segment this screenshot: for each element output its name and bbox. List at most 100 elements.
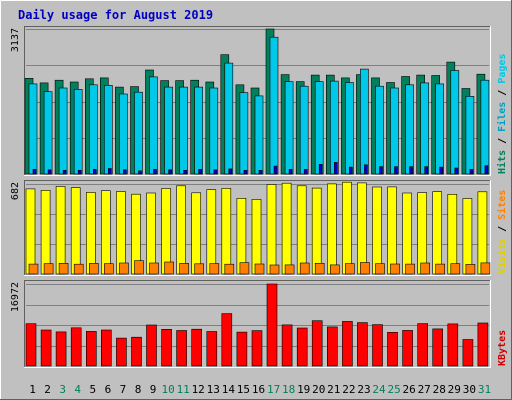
- bar-kbytes-day-19: [296, 327, 308, 367]
- x-tick-day-8: 8: [135, 383, 142, 396]
- legend-entry: /: [497, 220, 508, 238]
- bar-pages-day-1: [32, 169, 37, 175]
- bar-kbytes-day-18: [281, 324, 293, 367]
- bar-kbytes-day-24: [372, 324, 383, 367]
- bar-kbytes-day-3: [55, 331, 67, 367]
- bar-visits-day-9: [146, 192, 156, 275]
- bar-files-day-9: [149, 76, 158, 175]
- bar-files-day-29: [450, 70, 460, 175]
- bar-visits-day-4: [70, 187, 81, 275]
- bar-kbytes-day-1: [25, 323, 37, 367]
- bar-kbytes-day-12: [191, 328, 202, 367]
- bar-files-day-11: [179, 86, 188, 175]
- bar-visits-day-27: [417, 192, 428, 275]
- legend-entry: /: [497, 84, 508, 102]
- bar-sites-day-18: [284, 264, 295, 275]
- x-tick-day-29: 29: [448, 383, 461, 396]
- bar-files-day-28: [435, 83, 445, 175]
- bar-visits-day-11: [176, 185, 186, 275]
- bar-sites-day-27: [420, 262, 431, 275]
- bar-visits-day-19: [296, 185, 307, 275]
- bar-files-day-16: [254, 95, 264, 175]
- bar-visits-day-31: [477, 191, 488, 275]
- bar-visits-day-28: [432, 191, 443, 275]
- bar-kbytes-day-7: [116, 337, 127, 367]
- bar-pages-day-11: [183, 170, 187, 175]
- bar-visits-day-21: [326, 183, 337, 275]
- x-tick-day-17: 17: [267, 383, 280, 396]
- x-tick-day-2: 2: [44, 383, 51, 396]
- bar-sites-day-14: [224, 263, 235, 275]
- x-tick-day-19: 19: [297, 383, 310, 396]
- bar-visits-day-2: [40, 190, 51, 275]
- bar-files-day-6: [104, 85, 113, 175]
- legend-entry: Hits: [496, 150, 508, 174]
- bar-kbytes-day-6: [101, 329, 112, 367]
- bar-visits-day-13: [206, 189, 217, 275]
- bar-sites-day-11: [179, 263, 189, 275]
- bar-pages-day-23: [364, 164, 368, 175]
- bar-files-day-2: [43, 91, 53, 175]
- bar-pages-day-2: [47, 169, 52, 175]
- bar-sites-day-2: [43, 263, 54, 275]
- bar-pages-day-25: [394, 166, 398, 175]
- bar-files-day-24: [375, 85, 384, 175]
- x-tick-day-18: 18: [282, 383, 295, 396]
- bar-visits-day-22: [342, 181, 352, 275]
- bar-sites-day-28: [435, 263, 446, 275]
- bar-sites-day-1: [28, 263, 39, 275]
- bar-visits-day-6: [101, 190, 111, 275]
- bar-sites-day-6: [104, 263, 114, 275]
- bar-files-day-20: [314, 81, 324, 175]
- x-tick-day-4: 4: [74, 383, 81, 396]
- bar-pages-day-13: [213, 169, 218, 175]
- bar-pages-day-24: [379, 166, 383, 175]
- bar-kbytes-day-26: [402, 330, 413, 367]
- x-tick-day-25: 25: [387, 383, 400, 396]
- bar-pages-day-27: [424, 166, 429, 175]
- bar-files-day-5: [89, 84, 98, 175]
- bar-kbytes-day-31: [477, 322, 489, 367]
- bar-pages-day-16: [258, 170, 263, 175]
- bar-kbytes-day-11: [176, 330, 187, 367]
- bar-kbytes-day-8: [131, 336, 142, 367]
- bar-visits-day-3: [55, 186, 66, 275]
- bar-pages-day-6: [108, 168, 112, 175]
- bar-sites-day-13: [209, 263, 220, 275]
- x-tick-day-12: 12: [192, 383, 205, 396]
- bar-kbytes-day-29: [447, 323, 459, 367]
- bar-pages-day-4: [77, 170, 82, 175]
- bar-kbytes-day-30: [462, 339, 474, 367]
- bar-pages-day-8: [138, 170, 142, 175]
- bar-pages-day-18: [288, 169, 293, 175]
- bar-files-day-30: [465, 96, 475, 175]
- x-tick-day-3: 3: [59, 383, 66, 396]
- bar-sites-day-8: [134, 260, 144, 275]
- bar-visits-day-30: [462, 198, 473, 275]
- x-tick-day-16: 16: [252, 383, 265, 396]
- bar-files-day-7: [119, 93, 128, 175]
- bar-kbytes-day-9: [146, 324, 157, 367]
- bar-pages-day-14: [228, 168, 233, 175]
- panel-legend: KBytes: [497, 330, 508, 366]
- bar-files-day-17: [269, 36, 279, 175]
- bar-kbytes-day-5: [86, 331, 97, 367]
- x-tick-day-9: 9: [150, 383, 157, 396]
- x-tick-day-28: 28: [433, 383, 446, 396]
- panel-legend: Hits / Files / Pages: [496, 54, 508, 174]
- legend-entry: KBytes: [497, 330, 508, 366]
- legend-entry: /: [497, 132, 508, 150]
- x-tick-day-15: 15: [237, 383, 250, 396]
- x-tick-day-27: 27: [418, 383, 431, 396]
- x-tick-day-31: 31: [478, 383, 491, 396]
- bar-pages-day-28: [439, 166, 444, 175]
- x-tick-day-26: 26: [402, 383, 415, 396]
- bar-kbytes-day-4: [70, 327, 82, 367]
- x-tick-day-23: 23: [357, 383, 370, 396]
- bar-visits-day-10: [161, 188, 171, 275]
- bar-sites-day-17: [269, 264, 280, 275]
- bar-pages-day-10: [168, 169, 172, 175]
- x-tick-day-5: 5: [89, 383, 96, 396]
- bar-kbytes-day-27: [417, 323, 429, 367]
